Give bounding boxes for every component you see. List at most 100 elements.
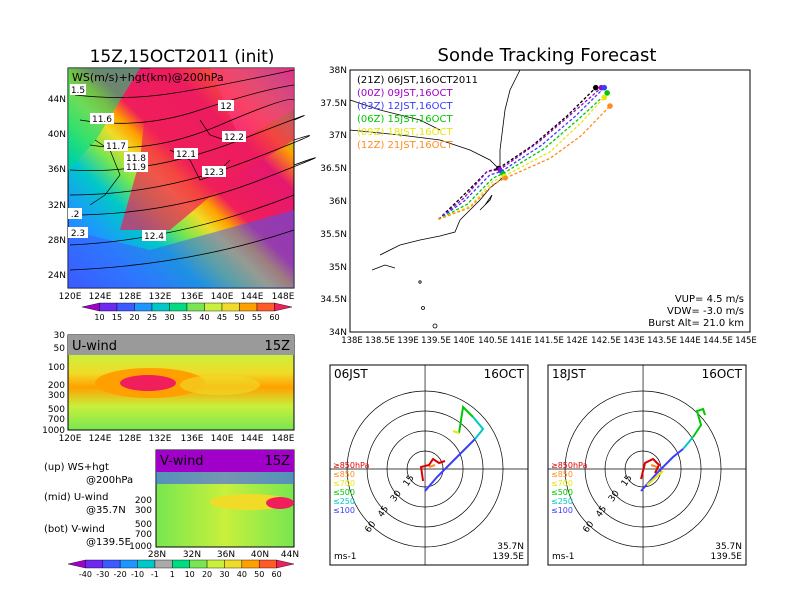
colorbar-label: 30 — [164, 313, 174, 322]
colorbar-swatch — [276, 559, 295, 569]
y-tick: 36.5N — [320, 164, 347, 174]
hodo-trace — [472, 416, 485, 440]
lon-tick: 136E — [181, 292, 204, 302]
colorbar-label: -30 — [96, 570, 109, 579]
hgt-label: 12.4 — [144, 232, 164, 242]
track-endpoint — [601, 84, 608, 91]
hodo-trace — [640, 457, 661, 480]
hodo-date: 16OCT — [484, 367, 525, 381]
hodo-trace — [650, 464, 658, 468]
pres-tick: 700 — [48, 415, 65, 425]
tracking-info: VUP= 4.5 m/s — [675, 294, 744, 305]
tracking-legend-entry: (12Z) 21JST,16OCT — [357, 140, 453, 151]
colorbar-swatch — [85, 559, 103, 569]
hgt-label: 12.2 — [224, 133, 244, 143]
track-endpoint — [601, 94, 608, 101]
colorbar-swatch — [169, 302, 188, 312]
hodo-trace — [682, 436, 694, 450]
hodo-level: ≥850hPa — [551, 461, 588, 470]
vwind-panel: V-wind 15Z 200 300 500 700 1000 28N 32N … — [129, 449, 299, 560]
lat-tick: 36N — [217, 550, 235, 560]
x-tick: 142.5E — [591, 336, 621, 346]
uwind-panel: U-wind 15Z 30 50 100 200 300 500 700 100… — [42, 331, 295, 444]
tracking-info: Burst Alt= 21.0 km — [648, 318, 744, 329]
hodo-trace — [419, 457, 446, 482]
colorbar-swatch — [154, 559, 173, 569]
colorbar-label: 20 — [202, 570, 212, 579]
pres-tick: 500 — [135, 520, 152, 530]
hgt-label: 11.9 — [126, 163, 146, 173]
x-tick: 139.5E — [421, 336, 451, 346]
vwind-time: 15Z — [265, 454, 291, 469]
hgt-label: 11.6 — [92, 115, 112, 125]
colorbar-swatch — [119, 559, 138, 569]
pres-tick: 1000 — [129, 542, 152, 552]
x-tick: 144E — [679, 336, 701, 346]
colorbar-swatch — [116, 302, 135, 312]
colorbar-swatch — [137, 559, 156, 569]
pres-tick: 30 — [54, 331, 66, 341]
colorbar-label: 25 — [147, 313, 157, 322]
colorbar-swatch — [151, 302, 170, 312]
colorbar-swatch — [259, 559, 277, 569]
hodo-trace — [458, 404, 474, 434]
hodo-title: 06JST — [334, 367, 368, 381]
hodo-level: ≤250 — [333, 497, 355, 506]
hodo-level: ≤500 — [333, 488, 355, 497]
pres-tick: 200 — [48, 381, 65, 391]
lat-tick: 36N — [48, 165, 66, 175]
hodo-level: ≤700 — [333, 479, 355, 488]
lon-tick: 140E — [211, 292, 234, 302]
colorbar-swatch — [102, 559, 121, 569]
lon-tick: 132E — [149, 292, 172, 302]
colorbar-swatch — [241, 559, 260, 569]
lon-tick: 120E — [59, 434, 82, 444]
hodo-level: ≤500 — [551, 488, 573, 497]
colorbar-swatch — [134, 302, 153, 312]
x-tick: 144.5E — [703, 336, 733, 346]
lon-tick: 124E — [89, 292, 112, 302]
hodo-level: ≤250 — [551, 497, 573, 506]
pres-tick: 500 — [48, 405, 65, 415]
top-map-title: 15Z,15OCT2011 (init) — [90, 47, 275, 67]
top-colorbar: 10 15 20 25 30 35 40 45 50 55 60 — [81, 302, 293, 322]
colorbar-label: 35 — [182, 313, 192, 322]
lon-tick: 132E — [149, 434, 172, 444]
colorbar-label: 40 — [237, 570, 247, 579]
colorbar-label: 1 — [170, 570, 175, 579]
colorbar-label: 45 — [217, 313, 227, 322]
note-b: @35.7N — [86, 505, 126, 516]
hodo-trace — [428, 464, 436, 468]
hodo-trace — [692, 407, 706, 438]
colorbar-label: 20 — [129, 313, 139, 322]
hgt-label: 1.5 — [71, 86, 85, 96]
lon-tick: 144E — [241, 292, 264, 302]
y-tick: 38N — [329, 66, 347, 76]
bottom-colorbar: -40 -30 -20 -10 -1 1 10 20 30 40 50 60 — [67, 559, 295, 579]
x-tick: 142E — [566, 336, 588, 346]
hodo-level: ≤700 — [551, 479, 573, 488]
hgt-label: 12.1 — [176, 150, 196, 160]
x-tick: 138E — [341, 336, 363, 346]
lon-tick: 140E — [211, 434, 234, 444]
lat-tick: 44N — [48, 95, 66, 105]
note-a: (bot) V-wind — [44, 524, 105, 535]
y-tick: 36N — [329, 197, 347, 207]
top-map-panel: WS(m/s)+hgt(km)@200hPa 1.5 11.6 11.7 11.… — [48, 67, 316, 302]
hgt-label: 12.3 — [204, 168, 224, 178]
colorbar-swatch — [172, 559, 190, 569]
tracking-info: VDW= -3.0 m/s — [667, 306, 744, 317]
hodo-date: 16OCT — [702, 367, 743, 381]
note-a: (mid) U-wind — [44, 492, 108, 503]
lat-tick: 40N — [251, 550, 269, 560]
colorbar-swatch — [204, 302, 223, 312]
legend-notes: (up) WS+hgt @200hPa (mid) U-wind @35.7N … — [44, 462, 133, 548]
lat-tick: 28N — [48, 236, 66, 246]
lat-tick: 44N — [281, 550, 299, 560]
colorbar-swatch — [189, 559, 208, 569]
tracking-series — [438, 84, 613, 220]
lon-tick: 148E — [272, 292, 295, 302]
hodo-unit: ms-1 — [334, 552, 356, 562]
hgt-label: 2.3 — [71, 229, 85, 239]
colorbar-label: -10 — [131, 570, 144, 579]
